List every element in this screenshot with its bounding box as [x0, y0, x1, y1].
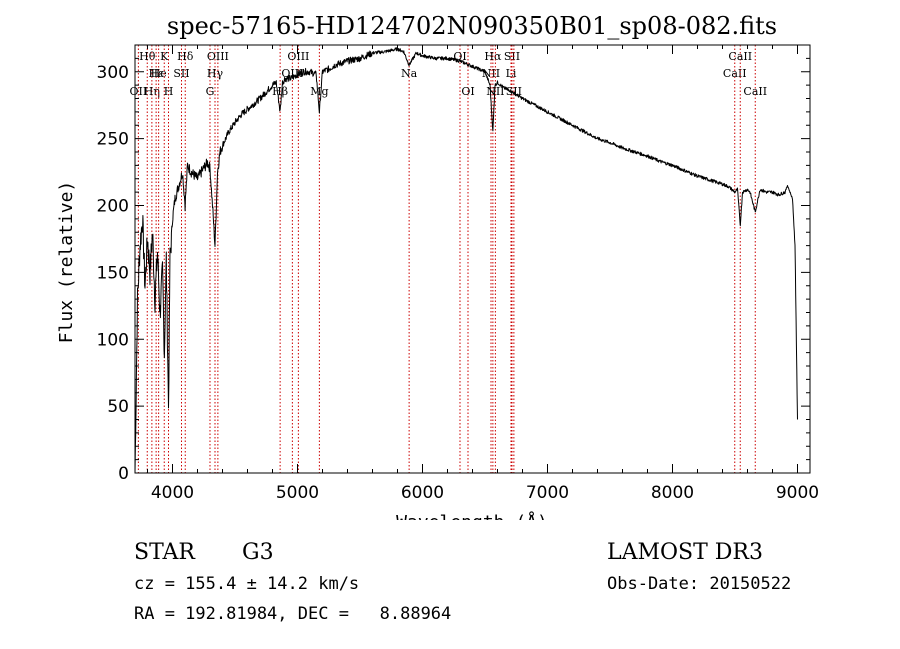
line-marker-label: OI: [461, 85, 474, 98]
line-marker-label: H: [164, 85, 174, 98]
x-tick-label: 8000: [651, 483, 694, 503]
y-tick-label: 150: [97, 263, 129, 283]
x-axis: 4000 5000 6000 7000 8000 9000: [147, 45, 819, 503]
y-tick-label: 50: [107, 397, 129, 417]
line-marker-label: CaII: [723, 67, 747, 80]
line-marker-label: Li: [506, 67, 517, 80]
line-marker-label: Mg: [310, 85, 328, 98]
object-type: STAR: [134, 540, 195, 565]
line-marker-label: SII: [504, 50, 520, 63]
y-axis: 0 50 100 150 200 250 300: [97, 57, 810, 484]
spectrum-line: [134, 47, 798, 474]
x-tick-label: 4000: [151, 483, 194, 503]
chart-title: spec-57165-HD124702N090350B01_sp08-082.f…: [167, 12, 777, 40]
x-tick-label: 9000: [776, 483, 819, 503]
line-marker-label: SII: [173, 67, 189, 80]
y-tick-label: 100: [97, 330, 129, 350]
line-marker-label: G: [206, 85, 215, 98]
line-marker-label: Hα: [484, 50, 502, 63]
obs-date: Obs-Date: 20150522: [607, 574, 792, 594]
y-tick-label: 250: [97, 130, 129, 150]
survey-name: LAMOST DR3: [607, 540, 763, 565]
spectrum-chart: spec-57165-HD124702N090350B01_sp08-082.f…: [56, 12, 819, 520]
line-marker-label: CaII: [728, 50, 752, 63]
spectral-subclass: G3: [242, 540, 274, 565]
redshift-value: cz = 155.4 ± 14.2 km/s: [134, 574, 360, 594]
line-marker-label: Na: [401, 67, 418, 80]
line-marker-label: He: [151, 67, 167, 80]
y-tick-label: 200: [97, 197, 129, 217]
line-markers: OIIHθHηHεHeKHSIIHδGHγOIIIHβOIIIOIIIMgNaO…: [130, 45, 767, 473]
line-marker-label: Hε: [148, 67, 164, 80]
line-marker-label: K: [160, 50, 169, 63]
x-tick-label: 6000: [401, 483, 444, 503]
line-marker-label: OIII: [207, 50, 229, 63]
line-marker-label: Hβ: [272, 85, 288, 98]
line-marker-label: Hδ: [177, 50, 194, 63]
spectrum-layer: [134, 47, 798, 474]
line-marker-label: OII: [130, 85, 148, 98]
coordinates: RA = 192.81984, DEC = 8.88964: [134, 604, 452, 624]
plot-frame: [134, 44, 811, 474]
y-axis-label: Flux (relative): [56, 181, 77, 344]
x-axis-label: Wavelength (Å): [396, 511, 548, 520]
line-marker-label: OIII: [287, 50, 309, 63]
y-tick-label: 300: [97, 63, 129, 83]
x-tick-label: 7000: [526, 483, 569, 503]
line-marker-label: Hγ: [207, 67, 224, 80]
line-marker-label: CaII: [743, 85, 767, 98]
line-marker-label: Hη: [144, 85, 160, 98]
line-marker-label: NII: [482, 67, 500, 80]
line-marker-label: Hθ: [139, 50, 156, 63]
y-tick-label: 0: [118, 464, 129, 484]
x-tick-label: 5000: [276, 483, 319, 503]
